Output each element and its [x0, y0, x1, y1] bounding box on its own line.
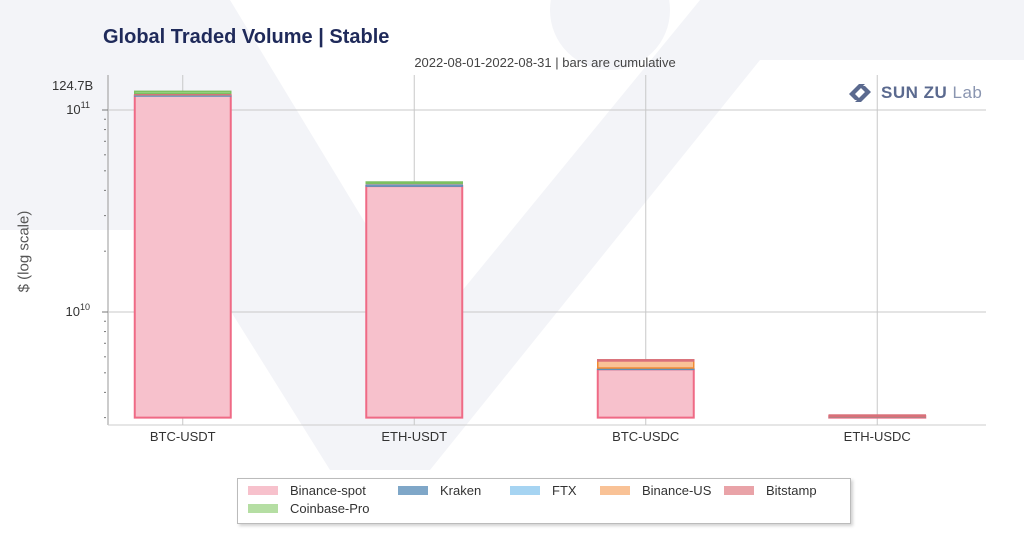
- x-tick-label: BTC-USDC: [612, 429, 679, 444]
- x-tick-label: ETH-USDT: [381, 429, 447, 444]
- max-value-label: 124.7B: [52, 78, 94, 93]
- bar-bitstamp-eth-usdc: [828, 414, 926, 417]
- y-tick-label: 1011: [66, 100, 90, 117]
- chart-title: Global Traded Volume | Stable: [103, 26, 390, 48]
- bar-binance-spot-btc-usdc: [596, 368, 695, 419]
- legend-label: Bitstamp: [766, 483, 817, 498]
- legend-label: Binance-US: [642, 483, 712, 498]
- legend-label: Coinbase-Pro: [290, 501, 370, 516]
- legend-swatch: [248, 504, 278, 513]
- legend-item[interactable]: Kraken: [398, 483, 481, 498]
- legend-swatch: [398, 486, 428, 495]
- sunzu-logo-icon: [849, 84, 871, 102]
- legend-swatch: [600, 486, 630, 495]
- legend-label: Kraken: [440, 483, 482, 498]
- x-tick-label: BTC-USDT: [150, 429, 216, 444]
- legend-item[interactable]: Bitstamp: [724, 483, 817, 498]
- legend-label: FTX: [552, 483, 577, 498]
- x-tick-label: ETH-USDC: [844, 429, 911, 444]
- logo-suffix: Lab: [952, 83, 983, 102]
- bar-bitstamp-btc-usdc: [597, 359, 695, 362]
- legend-item[interactable]: FTX: [510, 483, 577, 498]
- bar-coinbase-pro-btc-usdt: [134, 90, 232, 95]
- bar-binance-spot-btc-usdt: [133, 94, 232, 419]
- legend-label: Binance-spot: [290, 483, 366, 498]
- legend-swatch: [248, 486, 278, 495]
- legend-item[interactable]: Binance-spot: [248, 483, 366, 498]
- y-tick-label: 1010: [66, 302, 90, 319]
- sunzu-logo-text: SUN ZU Lab: [881, 83, 982, 103]
- legend-item[interactable]: Coinbase-Pro: [248, 501, 370, 516]
- logo-brand: SUN ZU: [881, 83, 948, 102]
- bar-binance-spot-eth-usdt: [365, 185, 464, 419]
- bar-coinbase-pro-eth-usdt: [365, 181, 463, 184]
- chart-legend: Binance-spot Kraken FTX Binance-US Bitstamp C…: [237, 478, 851, 524]
- legend-item[interactable]: Binance-US: [600, 483, 711, 498]
- legend-swatch: [724, 486, 754, 495]
- legend-swatch: [510, 486, 540, 495]
- chart-subtitle: 2022-08-01-2022-08-31 | bars are cumulat…: [414, 55, 676, 70]
- sunzu-logo: SUN ZU Lab: [845, 80, 982, 106]
